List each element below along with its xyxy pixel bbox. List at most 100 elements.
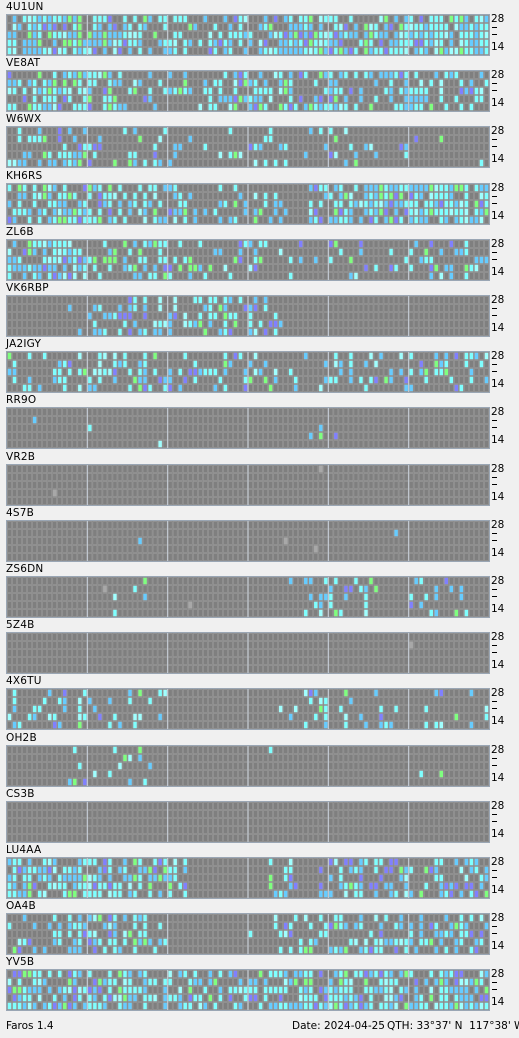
grid-cell-empty	[368, 320, 374, 328]
grid-cell-empty	[308, 135, 314, 143]
grid-cell-empty	[197, 95, 203, 103]
grid-cell-empty	[293, 352, 299, 360]
grid-cell-empty	[187, 159, 193, 167]
grid-cell-empty	[368, 95, 374, 103]
grid-cell-signal	[67, 87, 73, 95]
grid-cell-signal	[197, 240, 203, 248]
grid-cell-empty	[308, 71, 314, 79]
grid-cell-signal	[388, 79, 394, 87]
grid-cell-empty	[293, 256, 299, 264]
grid-cell-empty	[328, 296, 334, 304]
grid-cell-signal	[403, 143, 409, 151]
grid-cell-signal	[418, 95, 424, 103]
grid-cell-empty	[323, 521, 329, 529]
grid-cell-empty	[117, 424, 123, 432]
grid-cell-empty	[273, 489, 278, 497]
grid-cell-empty	[293, 489, 299, 497]
grid-cell-empty	[152, 529, 158, 537]
grid-cell-signal	[42, 248, 47, 256]
grid-cell-empty	[288, 489, 293, 497]
grid-cell-empty	[388, 473, 394, 481]
grid-cell-signal	[27, 264, 32, 272]
grid-cell-empty	[469, 15, 474, 23]
grid-cell-empty	[92, 408, 98, 416]
grid-cell-signal	[388, 71, 394, 79]
grid-cell-empty	[223, 529, 228, 537]
grid-cell-signal	[87, 192, 93, 200]
grid-cell-signal	[459, 248, 464, 256]
grid-cell-empty	[268, 529, 273, 537]
grid-cell-empty	[243, 328, 248, 336]
grid-cell-empty	[383, 553, 389, 561]
grid-cell-empty	[318, 320, 324, 328]
grid-cell-signal	[77, 216, 83, 224]
grid-cell-empty	[107, 272, 113, 280]
grid-cell-empty	[7, 473, 12, 481]
grid-cell-signal	[57, 200, 63, 208]
grid-cell-empty	[348, 304, 354, 312]
grid-cell-empty	[403, 159, 409, 167]
grid-cell-empty	[428, 529, 434, 537]
grid-cell-empty	[303, 481, 309, 489]
grid-cell-empty	[393, 368, 399, 376]
grid-cell-signal	[12, 103, 17, 111]
grid-cell-empty	[373, 159, 379, 167]
grid-cell-signal	[228, 39, 233, 47]
grid-cell-empty	[82, 320, 88, 328]
grid-cell-empty	[428, 328, 434, 336]
grid-cell-signal	[92, 256, 98, 264]
grid-cell-signal	[132, 151, 138, 159]
grid-cell-empty	[293, 408, 299, 416]
grid-cell-empty	[112, 529, 118, 537]
grid-cell-signal	[323, 360, 329, 368]
grid-cell-empty	[318, 240, 324, 248]
grid-cell-signal	[413, 184, 419, 192]
grid-cell-signal	[253, 103, 258, 111]
grid-cell-empty	[92, 296, 98, 304]
grid-cell-empty	[117, 481, 123, 489]
grid-cell-empty	[403, 545, 409, 553]
grid-cell-empty	[363, 256, 369, 264]
grid-cell-empty	[238, 481, 243, 489]
grid-cell-empty	[152, 87, 158, 95]
grid-cell-empty	[388, 240, 394, 248]
grid-cell-empty	[418, 248, 424, 256]
grid-cell-empty	[353, 384, 359, 392]
grid-cell-signal	[273, 208, 278, 216]
grid-cell-empty	[423, 424, 429, 432]
grid-cell-signal	[77, 264, 83, 272]
grid-cell-signal	[378, 184, 384, 192]
grid-cell-empty	[7, 545, 12, 553]
grid-cell-empty	[37, 465, 42, 473]
grid-cell-empty	[117, 352, 123, 360]
grid-cell-empty	[368, 384, 374, 392]
grid-cell-signal	[142, 304, 148, 312]
grid-cell-empty	[223, 521, 228, 529]
grid-cell-empty	[243, 216, 248, 224]
beacon-callsign: ZL6B	[6, 226, 34, 238]
grid-cell-empty	[22, 473, 27, 481]
grid-cell-empty	[132, 328, 138, 336]
grid-cell-empty	[137, 95, 143, 103]
grid-cell-empty	[343, 432, 349, 440]
grid-cell-empty	[333, 71, 339, 79]
grid-cell-empty	[182, 473, 188, 481]
grid-cell-empty	[263, 553, 268, 561]
grid-cell-empty	[187, 360, 193, 368]
grid-cell-signal	[223, 304, 228, 312]
grid-cell-signal	[444, 71, 449, 79]
grid-cell-empty	[474, 497, 479, 505]
grid-cell-empty	[37, 585, 42, 593]
grid-cell-empty	[258, 408, 263, 416]
grid-cell-empty	[308, 521, 314, 529]
grid-cell-signal	[42, 264, 47, 272]
grid-cell-empty	[213, 240, 218, 248]
band-label-14: 14	[491, 41, 505, 53]
grid-cell-empty	[323, 256, 329, 264]
grid-cell-empty	[62, 609, 68, 617]
grid-cell-empty	[52, 537, 58, 545]
grid-cell-signal	[72, 31, 78, 39]
grid-cell-empty	[218, 489, 223, 497]
grid-cell-empty	[182, 529, 188, 537]
grid-cell-empty	[17, 272, 22, 280]
